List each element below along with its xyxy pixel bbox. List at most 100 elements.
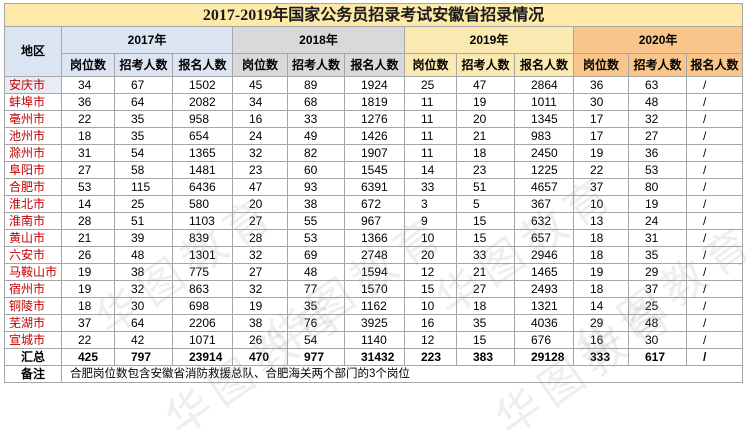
value-cell[interactable]: 2450 [514, 144, 574, 162]
value-cell[interactable]: 4036 [514, 314, 574, 332]
city-cell[interactable]: 马鞍山市 [4, 263, 62, 281]
value-cell[interactable]: 676 [514, 331, 574, 349]
value-cell[interactable]: 67 [114, 76, 173, 94]
value-cell[interactable]: 11 [404, 127, 457, 145]
value-cell[interactable]: 19 [456, 93, 515, 111]
value-cell[interactable]: / [685, 178, 744, 196]
value-cell[interactable]: 1225 [514, 161, 574, 179]
value-cell[interactable]: 1140 [344, 331, 405, 349]
city-cell[interactable]: 蚌埠市 [4, 93, 62, 111]
value-cell[interactable]: / [685, 110, 744, 128]
value-cell[interactable]: 12 [404, 263, 457, 281]
value-cell[interactable]: 35 [287, 297, 345, 315]
value-cell[interactable]: 11 [404, 110, 457, 128]
value-cell[interactable]: 35 [456, 314, 515, 332]
total-value-cell[interactable]: 31432 [344, 348, 405, 366]
total-value-cell[interactable]: 617 [628, 348, 687, 366]
value-cell[interactable]: 30 [114, 297, 173, 315]
value-cell[interactable]: 64 [114, 314, 173, 332]
value-cell[interactable]: 33 [456, 246, 515, 264]
value-cell[interactable]: 1481 [172, 161, 233, 179]
value-cell[interactable]: 55 [287, 212, 345, 230]
sub-header-quota-2017[interactable]: 招考人数 [114, 53, 173, 77]
value-cell[interactable]: 32 [232, 280, 288, 298]
value-cell[interactable]: 1162 [344, 297, 405, 315]
value-cell[interactable]: 27 [61, 161, 115, 179]
region-header[interactable]: 地区 [4, 26, 62, 77]
value-cell[interactable]: / [685, 331, 744, 349]
year-header-2017[interactable]: 2017年 [61, 26, 233, 54]
value-cell[interactable]: 16 [573, 331, 629, 349]
value-cell[interactable]: 2082 [172, 93, 233, 111]
value-cell[interactable]: 77 [287, 280, 345, 298]
total-value-cell[interactable]: 23914 [172, 348, 233, 366]
value-cell[interactable]: 35 [114, 127, 173, 145]
value-cell[interactable]: 68 [287, 93, 345, 111]
value-cell[interactable]: 14 [404, 161, 457, 179]
value-cell[interactable]: 24 [628, 212, 687, 230]
value-cell[interactable]: 25 [628, 297, 687, 315]
value-cell[interactable]: 29 [573, 314, 629, 332]
value-cell[interactable]: 32 [628, 110, 687, 128]
value-cell[interactable]: 32 [232, 246, 288, 264]
value-cell[interactable]: 22 [61, 110, 115, 128]
sub-header-applicants-2017[interactable]: 报名人数 [172, 53, 233, 77]
value-cell[interactable]: 19 [232, 297, 288, 315]
value-cell[interactable]: 1071 [172, 331, 233, 349]
total-value-cell[interactable]: 425 [61, 348, 115, 366]
value-cell[interactable]: 15 [404, 280, 457, 298]
value-cell[interactable]: 1345 [514, 110, 574, 128]
city-cell[interactable]: 滁州市 [4, 144, 62, 162]
value-cell[interactable]: / [685, 127, 744, 145]
value-cell[interactable]: 14 [573, 297, 629, 315]
value-cell[interactable]: 698 [172, 297, 233, 315]
value-cell[interactable]: 863 [172, 280, 233, 298]
total-value-cell[interactable]: / [685, 348, 744, 366]
total-value-cell[interactable]: 223 [404, 348, 457, 366]
value-cell[interactable]: 39 [114, 229, 173, 247]
value-cell[interactable]: 775 [172, 263, 233, 281]
city-cell[interactable]: 淮南市 [4, 212, 62, 230]
value-cell[interactable]: 35 [628, 246, 687, 264]
sub-header-quota-2020[interactable]: 招考人数 [628, 53, 687, 77]
value-cell[interactable]: 1365 [172, 144, 233, 162]
value-cell[interactable]: 367 [514, 195, 574, 213]
year-header-2020[interactable]: 2020年 [572, 26, 744, 54]
value-cell[interactable]: 35 [114, 110, 173, 128]
value-cell[interactable]: 1103 [172, 212, 233, 230]
sub-header-quota-2019[interactable]: 招考人数 [456, 53, 515, 77]
value-cell[interactable]: 30 [628, 331, 687, 349]
value-cell[interactable]: 19 [573, 144, 629, 162]
total-value-cell[interactable]: 977 [287, 348, 345, 366]
value-cell[interactable]: 51 [114, 212, 173, 230]
value-cell[interactable]: / [685, 229, 744, 247]
value-cell[interactable]: 1545 [344, 161, 405, 179]
value-cell[interactable]: / [685, 195, 744, 213]
value-cell[interactable]: 53 [287, 229, 345, 247]
value-cell[interactable]: 48 [628, 93, 687, 111]
value-cell[interactable]: 1465 [514, 263, 574, 281]
value-cell[interactable]: 4657 [514, 178, 574, 196]
note-text[interactable]: 合肥岗位数包含安徽省消防救援总队、合肥海关两个部门的3个岗位 [60, 365, 744, 383]
value-cell[interactable]: 3 [404, 195, 457, 213]
value-cell[interactable]: 10 [573, 195, 629, 213]
value-cell[interactable]: 20 [456, 110, 515, 128]
value-cell[interactable]: 18 [573, 229, 629, 247]
total-value-cell[interactable]: 470 [232, 348, 288, 366]
value-cell[interactable]: 12 [404, 331, 457, 349]
value-cell[interactable]: / [685, 263, 744, 281]
value-cell[interactable]: 54 [287, 331, 345, 349]
total-value-cell[interactable]: 383 [456, 348, 515, 366]
sub-header-positions-2020[interactable]: 岗位数 [573, 53, 629, 77]
sub-header-applicants-2019[interactable]: 报名人数 [514, 53, 574, 77]
value-cell[interactable]: 80 [628, 178, 687, 196]
value-cell[interactable]: 26 [61, 246, 115, 264]
value-cell[interactable]: / [685, 212, 744, 230]
city-cell[interactable]: 淮北市 [4, 195, 62, 213]
value-cell[interactable]: 22 [573, 161, 629, 179]
value-cell[interactable]: 580 [172, 195, 233, 213]
value-cell[interactable]: 22 [61, 331, 115, 349]
value-cell[interactable]: 31 [61, 144, 115, 162]
value-cell[interactable]: 839 [172, 229, 233, 247]
value-cell[interactable]: 34 [232, 93, 288, 111]
